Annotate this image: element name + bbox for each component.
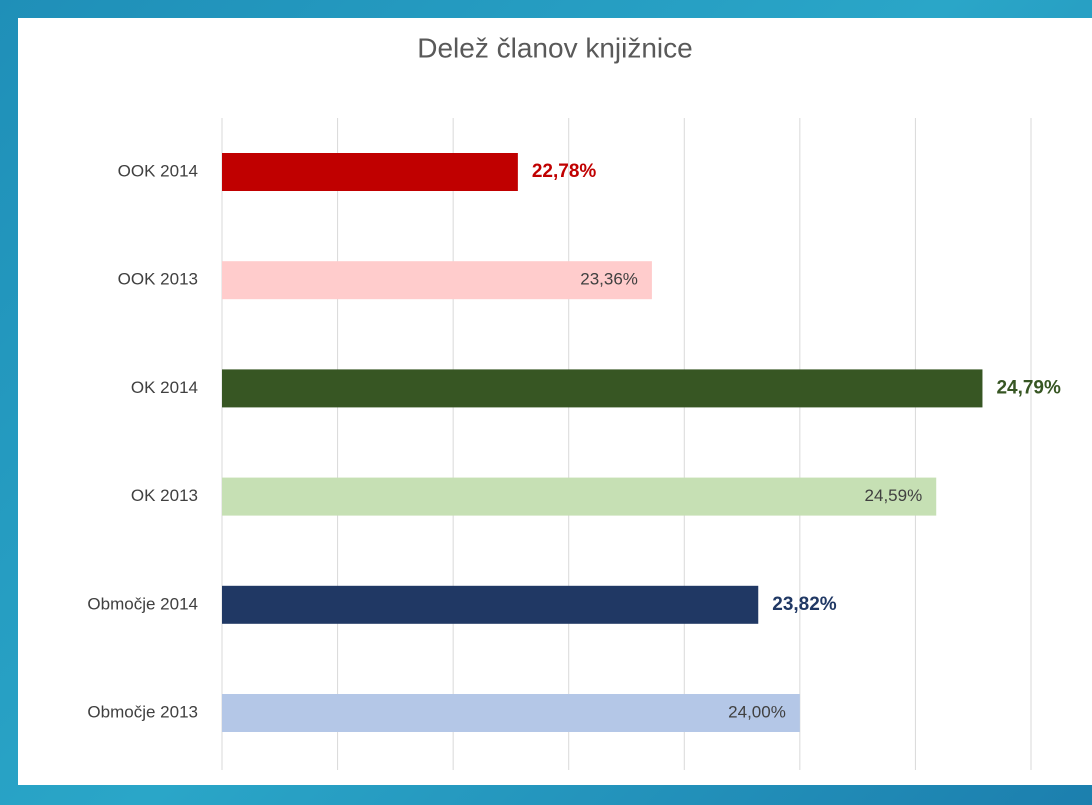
chart-title: Delež članov knjižnice [417,32,692,63]
data-label: 24,59% [865,486,923,505]
bar [222,477,937,516]
bar [222,153,518,191]
data-label: 22,78% [532,161,597,182]
bar [222,261,652,300]
y-tick-label: OK 2013 [131,486,198,505]
bar [222,585,759,624]
y-tick-label: OOK 2014 [118,161,198,180]
bar [222,694,800,732]
data-label: 24,79% [996,377,1061,398]
data-label: 24,00% [728,702,786,721]
y-tick-label: Območje 2014 [87,594,198,613]
y-tick-label: OOK 2013 [118,270,198,289]
y-tick-label: OK 2014 [131,378,198,397]
y-tick-label: Območje 2013 [87,702,198,721]
data-label: 23,36% [580,270,638,289]
bar [222,369,983,408]
data-label: 23,82% [772,594,837,615]
